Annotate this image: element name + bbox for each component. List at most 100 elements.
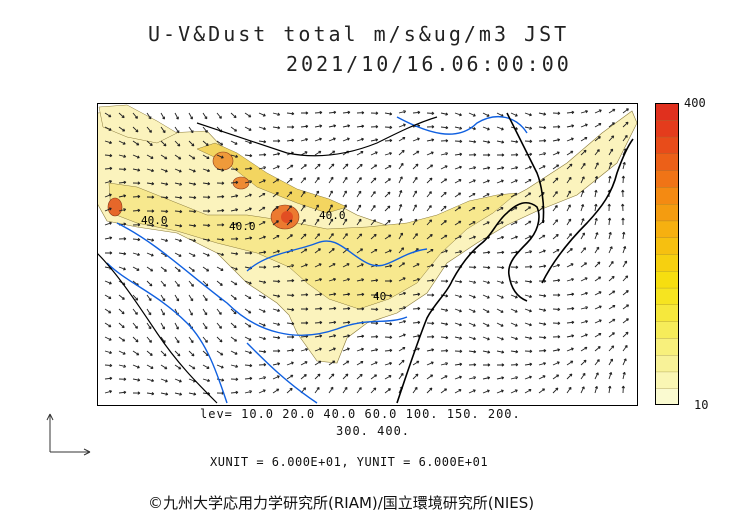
wind-arrow <box>314 150 322 156</box>
wind-arrow <box>621 217 625 225</box>
wind-arrow <box>174 224 183 228</box>
wind-arrow <box>160 280 166 287</box>
wind-arrow <box>272 362 281 366</box>
wind-arrow <box>300 347 309 352</box>
wind-arrow <box>510 112 518 117</box>
wind-arrow <box>287 335 295 339</box>
wind-arrow <box>230 336 238 342</box>
wind-arrow <box>230 167 239 172</box>
wind-arrow <box>174 266 181 272</box>
wind-arrow <box>132 223 141 227</box>
wind-arrow <box>524 220 532 226</box>
wind-arrow <box>538 165 546 170</box>
wind-arrow <box>118 126 126 132</box>
wind-arrow <box>356 334 365 338</box>
wind-arrow <box>356 387 362 394</box>
wind-arrow <box>580 204 585 212</box>
wind-arrow <box>216 266 224 271</box>
wind-arrow <box>258 235 266 240</box>
wind-arrow <box>104 389 113 394</box>
wind-arrow <box>566 386 572 394</box>
wind-arrow <box>104 336 112 341</box>
wind-arrow <box>468 350 477 354</box>
wind-arrow <box>272 249 280 254</box>
wind-arrow <box>258 192 266 198</box>
wind-arrow <box>244 153 253 158</box>
wind-arrow <box>594 189 598 198</box>
wind-arrow <box>454 152 463 156</box>
wind-arrow <box>440 322 449 326</box>
wind-arrow <box>538 362 547 366</box>
wind-arrow <box>328 204 333 212</box>
wind-arrow <box>230 194 239 198</box>
wind-arrow <box>174 195 183 200</box>
wind-arrow <box>454 349 463 353</box>
wind-arrow <box>621 203 625 212</box>
wind-arrow <box>230 126 238 132</box>
wind-arrow <box>272 388 280 394</box>
wind-arrow <box>370 151 378 156</box>
wind-arrow <box>286 293 295 298</box>
wind-arrow <box>258 350 267 354</box>
wind-arrow <box>104 179 113 184</box>
wind-arrow <box>370 233 377 240</box>
wind-arrow <box>230 222 239 226</box>
rivers-layer <box>106 115 528 404</box>
wind-arrow <box>160 392 169 396</box>
wind-arrow <box>510 166 519 170</box>
wind-arrow <box>342 373 349 380</box>
wind-arrow <box>468 166 477 170</box>
wind-arrow <box>468 235 476 240</box>
wind-arrow <box>524 139 533 144</box>
wind-arrow <box>300 263 308 268</box>
axes-reference-icon <box>46 413 91 456</box>
wind-arrow <box>104 280 112 285</box>
wind-arrow <box>385 279 393 283</box>
wind-arrow <box>300 233 307 240</box>
wind-arrow <box>132 140 140 146</box>
wind-arrow <box>468 221 476 226</box>
wind-arrow <box>132 252 141 257</box>
wind-arrow <box>552 307 561 312</box>
wind-arrow <box>328 386 334 394</box>
wind-arrow <box>580 218 585 226</box>
wind-arrow <box>370 348 379 352</box>
wind-arrow <box>440 220 447 226</box>
wind-arrow <box>398 306 407 310</box>
wind-arrow <box>580 306 589 310</box>
wind-arrow <box>552 278 561 283</box>
wind-arrow <box>286 374 294 380</box>
wind-arrow <box>146 140 153 147</box>
wind-arrow <box>426 335 435 339</box>
wind-arrow <box>622 290 629 296</box>
wind-arrow <box>607 203 611 212</box>
wind-arrow <box>272 126 281 130</box>
wind-arrow <box>272 178 280 184</box>
wind-arrow <box>328 373 335 380</box>
wind-arrow <box>454 126 463 130</box>
contour-label: 40.0 <box>319 209 346 222</box>
wind-arrow <box>482 376 491 380</box>
wind-arrow <box>188 182 197 186</box>
wind-arrow <box>132 294 139 301</box>
wind-arrow <box>174 182 183 186</box>
wind-arrow <box>384 219 391 226</box>
wind-arrow <box>524 362 533 366</box>
wind-arrow <box>160 140 167 147</box>
wind-arrow <box>580 372 586 380</box>
wind-arrow <box>552 138 561 142</box>
wind-arrow <box>258 322 266 327</box>
wind-arrow <box>412 360 420 366</box>
wind-arrow <box>468 112 476 117</box>
wind-arrow <box>524 126 533 130</box>
wind-arrow <box>258 336 267 341</box>
wind-arrow <box>398 149 405 156</box>
wind-arrow <box>524 375 532 380</box>
coastline-layer <box>97 112 634 404</box>
wind-arrow <box>412 218 418 226</box>
coast-china-korea <box>396 201 540 404</box>
wind-arrow <box>538 308 547 312</box>
wind-arrow <box>440 388 448 394</box>
wind-arrow <box>216 308 222 315</box>
wind-arrow <box>188 266 195 272</box>
